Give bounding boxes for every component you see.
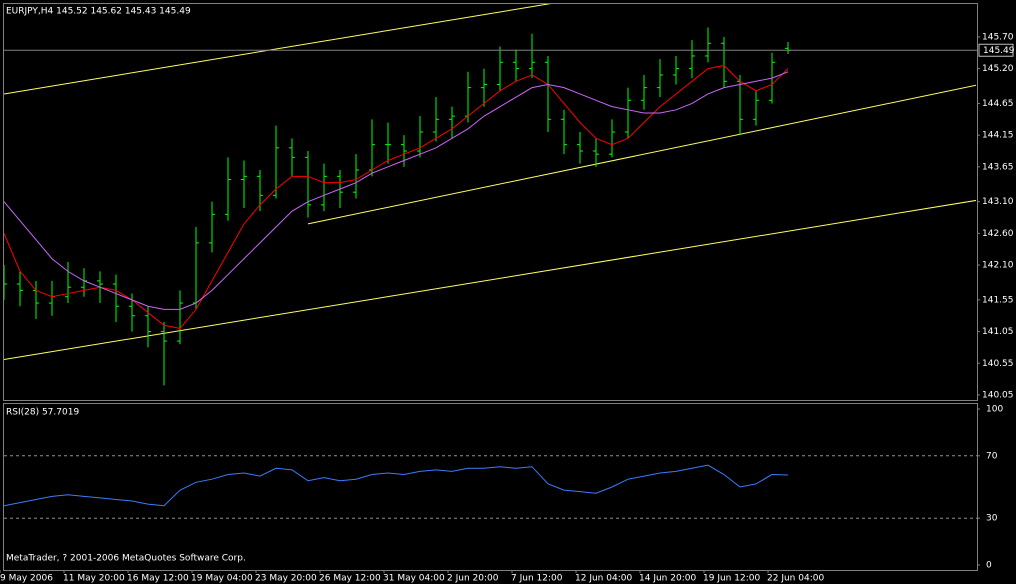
rsi-title: RSI(28) 57.7019 (6, 408, 79, 418)
moving-average (4, 64, 789, 329)
y-tick-label: 140.05 (982, 390, 1014, 400)
x-tick-label: 26 May 12:00 (319, 574, 381, 584)
y-tick-label: 140.55 (982, 359, 1014, 369)
last-price-label: 145.49 (983, 46, 1015, 56)
x-tick-label: 22 Jun 04:00 (767, 574, 824, 584)
price-plot (4, 4, 976, 386)
x-tick-label: 14 Jun 20:00 (639, 574, 696, 584)
x-tick-label: 19 May 04:00 (191, 574, 253, 584)
x-tick-label: 31 May 04:00 (383, 574, 445, 584)
copyright: MetaTrader, ? 2001-2006 MetaQuotes Softw… (6, 554, 246, 564)
x-tick-label: 2 Jun 20:00 (447, 574, 499, 584)
y-tick-label: 144.15 (982, 131, 1014, 141)
rsi-line (3, 464, 789, 507)
y-tick-label: 144.65 (982, 99, 1014, 109)
chart-title: EURJPY,H4 145.52 145.62 145.43 145.49 (6, 7, 191, 17)
trend-line (307, 84, 976, 225)
x-tick-label: 16 May 12:00 (127, 574, 189, 584)
y-tick-label: 142.60 (982, 229, 1014, 239)
last-price-box (978, 43, 1014, 57)
rsi-pane (3, 403, 978, 571)
y-tick-label: 70 (986, 451, 998, 461)
y-tick-label: 30 (986, 514, 998, 524)
y-tick-label: 0 (986, 561, 992, 571)
moving-average (4, 71, 789, 310)
y-tick-label: 143.10 (982, 197, 1014, 207)
y-tick-label: 145.70 (982, 32, 1014, 42)
trend-line (4, 199, 976, 360)
price-pane (3, 3, 978, 401)
y-tick-label: 100 (986, 405, 1003, 415)
x-tick-label: 7 Jun 12:00 (511, 574, 563, 584)
x-tick-label: 9 May 2006 (0, 574, 53, 584)
trend-line (4, 4, 552, 95)
x-tick-label: 11 May 20:00 (63, 574, 125, 584)
y-tick-label: 145.20 (982, 64, 1014, 74)
y-tick-label: 143.65 (982, 162, 1014, 172)
y-tick-label: 141.55 (982, 295, 1014, 305)
x-tick-label: 23 May 20:00 (255, 574, 317, 584)
y-tick-label: 141.05 (982, 327, 1014, 337)
x-tick-label: 12 Jun 04:00 (575, 574, 632, 584)
y-tick-label: 142.10 (982, 261, 1014, 271)
x-tick-label: 19 Jun 12:00 (703, 574, 760, 584)
